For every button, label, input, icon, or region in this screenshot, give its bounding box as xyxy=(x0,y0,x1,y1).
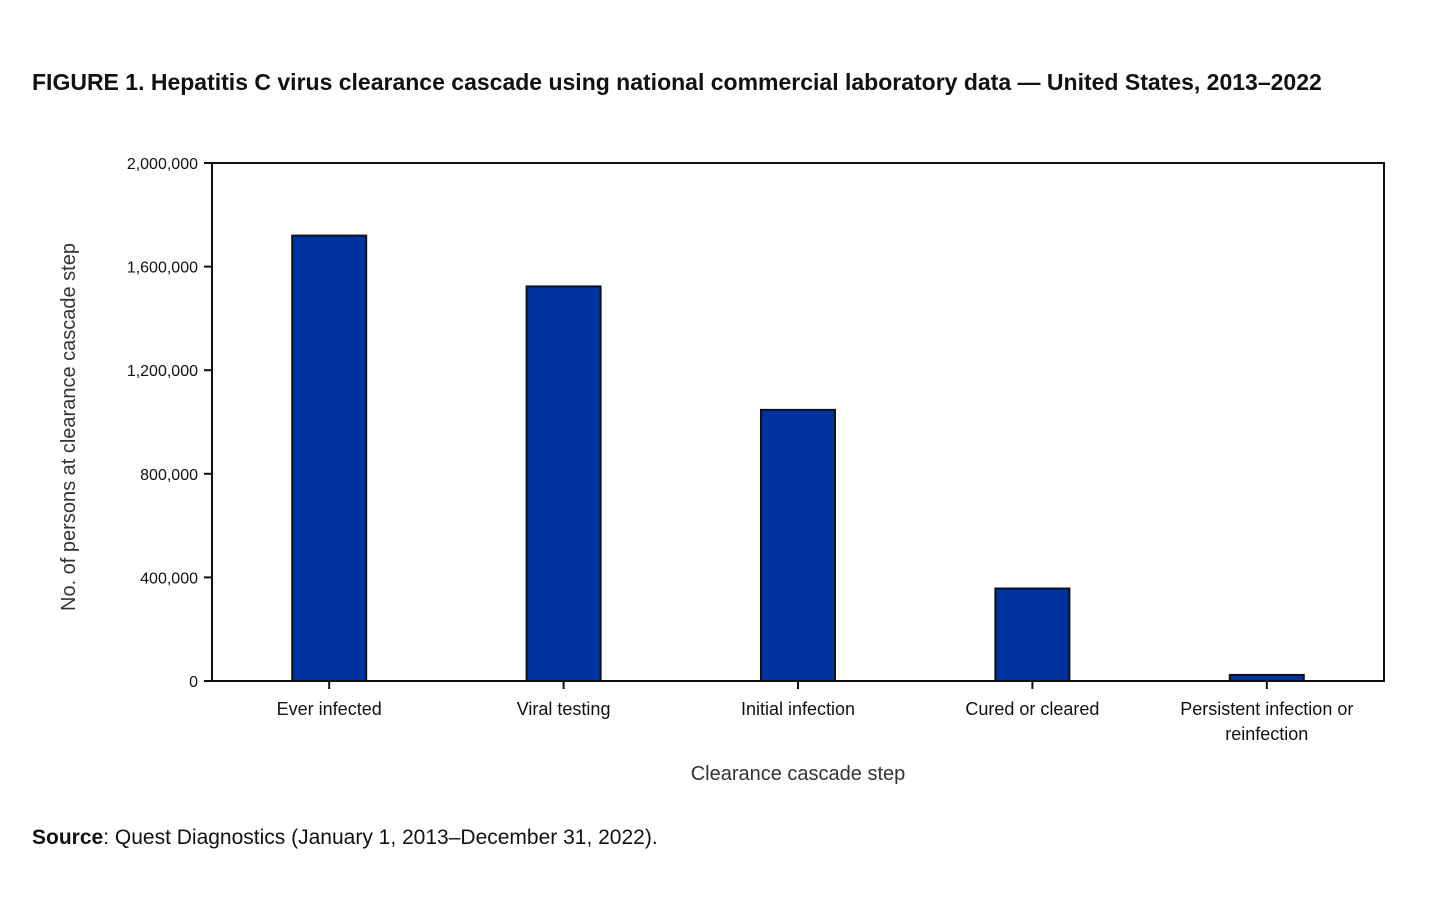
x-tick-label: Cured or cleared xyxy=(965,699,1099,719)
y-tick-label: 1,600,000 xyxy=(127,260,198,277)
y-tick-label: 0 xyxy=(189,674,198,691)
bar-persistent-infection-or-reinfection xyxy=(1228,673,1305,682)
x-tick-label: Initial infection xyxy=(741,699,855,719)
x-tick-label: Ever infected xyxy=(277,699,382,719)
bar-cured-or-cleared xyxy=(994,587,1071,682)
bar-viral-testing xyxy=(525,285,602,682)
figure-title: FIGURE 1. Hepatitis C virus clearance ca… xyxy=(32,66,1372,98)
x-tick-label: reinfection xyxy=(1225,724,1308,744)
y-tick-label: 1,200,000 xyxy=(127,363,198,380)
figure-title-text: . Hepatitis C virus clearance cascade us… xyxy=(138,69,1322,95)
source-label: Source xyxy=(32,826,104,849)
bar-ever-infected xyxy=(291,234,368,683)
y-tick-label: 400,000 xyxy=(140,570,198,587)
y-axis-label: No. of persons at clearance cascade step xyxy=(58,243,80,611)
bar-initial-infection xyxy=(760,408,836,682)
x-tick-label: Persistent infection or xyxy=(1180,699,1353,719)
x-tick-label: Viral testing xyxy=(517,699,611,719)
y-tick-label: 800,000 xyxy=(140,467,198,484)
figure-label: FIGURE 1 xyxy=(32,69,139,95)
y-tick-label: 2,000,000 xyxy=(127,156,198,173)
x-axis-label: Clearance cascade step xyxy=(691,763,906,785)
source-note: Source: Quest Diagnostics (January 1, 20… xyxy=(32,826,658,850)
source-text: : Quest Diagnostics (January 1, 2013–Dec… xyxy=(103,826,658,849)
